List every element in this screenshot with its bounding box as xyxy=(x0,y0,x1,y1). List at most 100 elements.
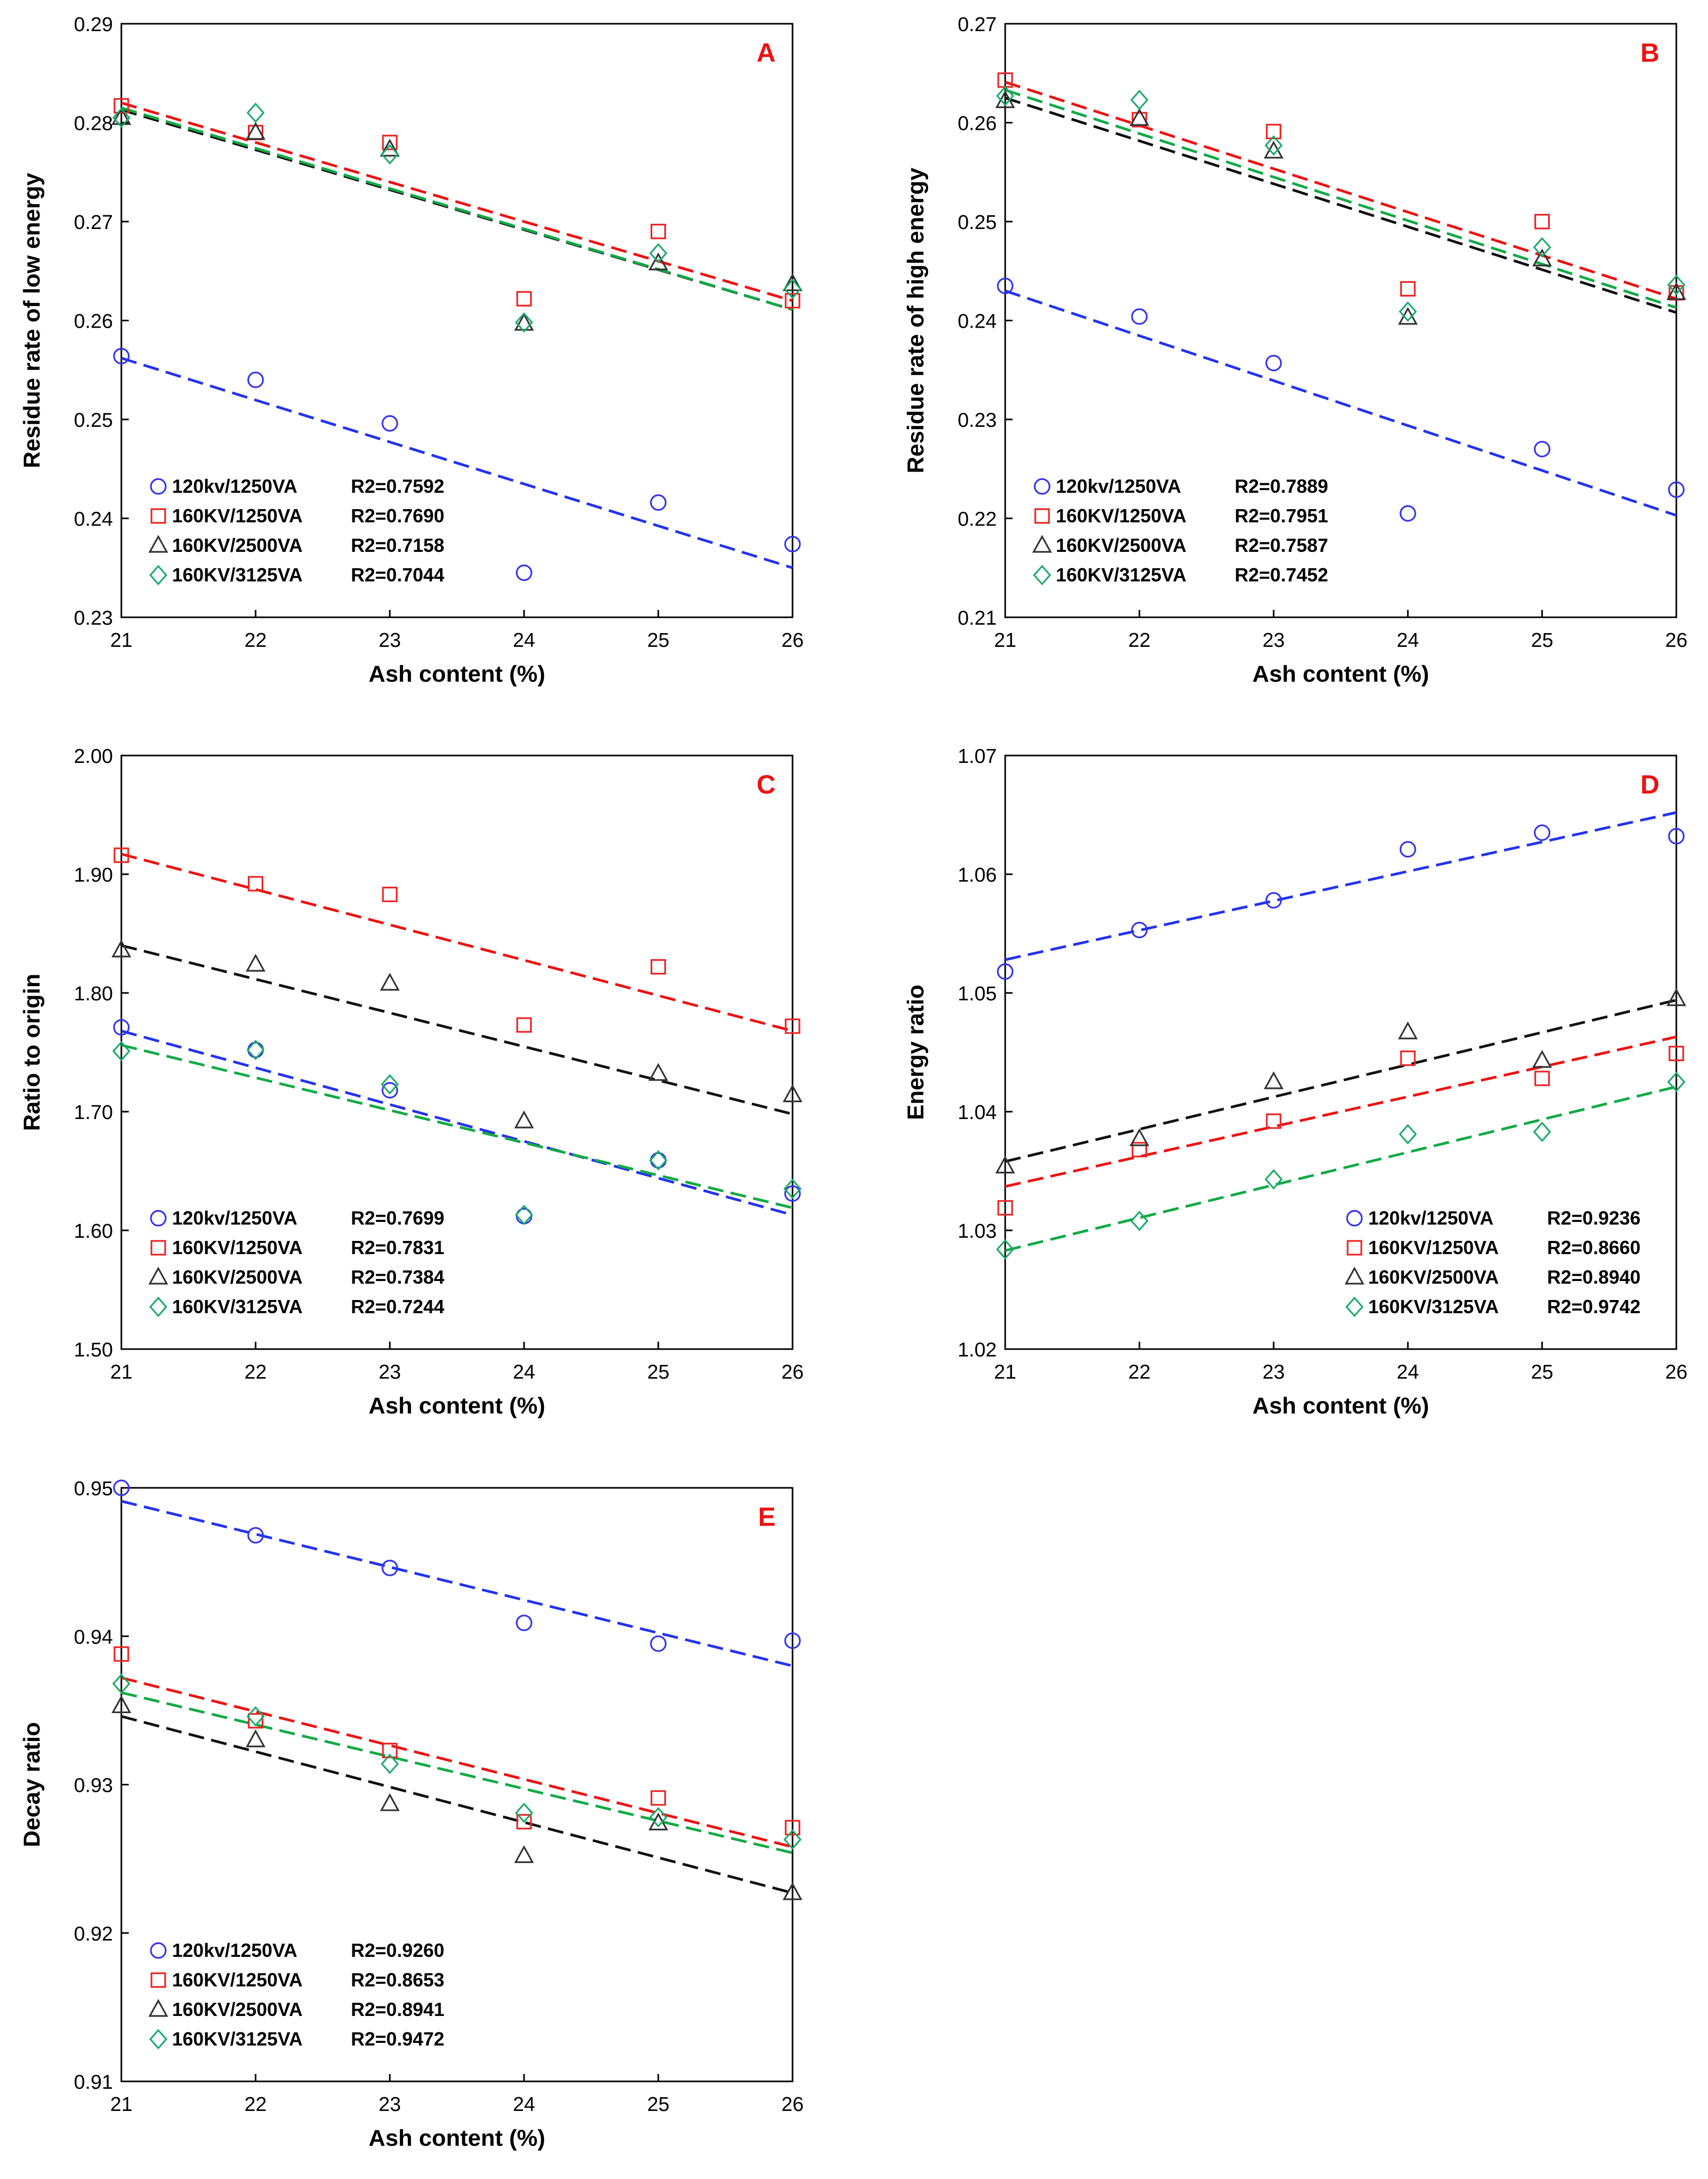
data-point-diamond xyxy=(649,1150,667,1171)
plot-frame xyxy=(120,754,794,1350)
legend-label: 160KV/2500VA xyxy=(172,1999,303,2020)
x-axis-label: Ash content (%) xyxy=(369,2125,546,2151)
x-tick-label: 22 xyxy=(1128,629,1150,652)
data-point-triangle xyxy=(783,1084,803,1103)
legend-marker xyxy=(148,1266,168,1285)
legend-marker xyxy=(148,1999,168,2017)
fit-line-3 xyxy=(1005,97,1677,314)
fit-line-2 xyxy=(121,853,793,1033)
x-tick-label: 22 xyxy=(244,2094,266,2116)
x-tick-label: 25 xyxy=(647,2094,669,2116)
legend-r2-value: R2=0.7831 xyxy=(351,1237,444,1258)
data-point-circle xyxy=(1534,824,1551,841)
x-tick-label: 24 xyxy=(513,629,535,652)
y-tick-label: 1.90 xyxy=(74,864,113,886)
x-tick-label: 25 xyxy=(1531,1361,1553,1383)
data-point-square xyxy=(785,1820,800,1836)
legend-label: 160KV/3125VA xyxy=(1056,564,1187,586)
legend-r2-value: R2=0.7384 xyxy=(351,1266,444,1288)
data-point-triangle xyxy=(111,939,131,958)
legend-marker xyxy=(150,508,166,524)
x-tick-label: 21 xyxy=(110,2094,132,2116)
data-point-circle xyxy=(247,1527,264,1544)
data-point-circle xyxy=(1399,841,1416,858)
chart-panel-d: 1.02 1.03 1.04 1.05 1.06 1.07 21 22 23 24 25 26 Ash … xyxy=(903,746,1687,1419)
data-point-diamond xyxy=(1264,1169,1283,1190)
legend-marker xyxy=(1032,534,1052,553)
legend-r2-value: R2=0.7592 xyxy=(351,475,444,497)
legend-marker xyxy=(1034,478,1051,495)
data-point-diamond xyxy=(783,1829,802,1850)
legend-r2-value: R2=0.9236 xyxy=(1547,1207,1640,1229)
y-tick-label: 0.21 xyxy=(958,607,997,629)
y-tick-label: 0.93 xyxy=(74,1775,113,1797)
data-point-triangle xyxy=(648,1063,669,1081)
legend-label: 120kv/1250VA xyxy=(172,475,298,497)
data-point-diamond xyxy=(783,1178,802,1199)
data-point-square xyxy=(247,876,263,892)
y-tick-label: 1.03 xyxy=(958,1220,997,1243)
legend-marker xyxy=(150,1240,166,1256)
data-point-circle xyxy=(113,1479,130,1496)
x-tick-label: 26 xyxy=(1665,1361,1687,1383)
x-axis-label: Ash content (%) xyxy=(369,1393,546,1419)
data-point-triangle xyxy=(111,1695,131,1714)
legend-r2-value: R2=0.7244 xyxy=(351,1296,444,1317)
data-point-square xyxy=(516,291,532,307)
data-point-triangle xyxy=(245,953,266,972)
data-point-circle xyxy=(1265,355,1282,371)
data-point-diamond xyxy=(246,1706,265,1727)
legend-r2-value: R2=0.7889 xyxy=(1235,475,1328,497)
data-point-circle xyxy=(1668,828,1685,845)
y-tick-label: 0.26 xyxy=(958,113,997,135)
legend-label: 160KV/2500VA xyxy=(172,534,303,556)
data-point-square xyxy=(1131,1142,1147,1158)
legend-label: 160KV/1250VA xyxy=(172,1969,303,1991)
data-point-square xyxy=(650,224,666,240)
y-tick-label: 1.70 xyxy=(74,1102,113,1124)
data-point-diamond xyxy=(515,1802,533,1823)
data-point-triangle xyxy=(1666,282,1686,300)
panel-letter: A xyxy=(757,38,776,68)
legend-label: 160KV/3125VA xyxy=(1368,1296,1499,1317)
y-tick-label: 0.91 xyxy=(74,2071,113,2094)
data-point-square xyxy=(113,847,129,863)
y-tick-label: 1.06 xyxy=(958,864,997,886)
data-point-square xyxy=(785,1018,800,1034)
data-point-triangle xyxy=(783,1882,803,1900)
data-point-circle xyxy=(516,565,532,581)
y-axis-label: Residue rate of high energy xyxy=(903,167,929,473)
x-tick-label: 26 xyxy=(781,1361,804,1383)
x-tick-label: 23 xyxy=(379,2094,401,2116)
data-point-circle xyxy=(1265,892,1282,909)
plot-frame xyxy=(120,23,794,618)
x-tick-label: 24 xyxy=(1397,629,1419,652)
legend-label: 160KV/1250VA xyxy=(1368,1237,1499,1258)
data-point-circle xyxy=(997,278,1014,294)
data-point-square xyxy=(1400,1050,1416,1066)
legend-label: 160KV/3125VA xyxy=(172,2028,303,2050)
data-point-circle xyxy=(1131,922,1148,939)
x-tick-label: 22 xyxy=(244,629,266,652)
data-point-diamond xyxy=(1399,1124,1417,1145)
data-point-triangle xyxy=(1532,248,1552,266)
legend-marker xyxy=(149,565,168,586)
data-point-square xyxy=(1400,281,1416,297)
fit-line-4 xyxy=(121,1691,793,1855)
x-tick-label: 24 xyxy=(513,1361,535,1383)
x-tick-label: 23 xyxy=(1263,629,1285,652)
data-point-circle xyxy=(381,415,398,432)
y-tick-label: 0.29 xyxy=(74,14,113,36)
y-tick-label: 0.27 xyxy=(74,212,113,234)
data-point-diamond xyxy=(380,144,399,165)
x-tick-label: 21 xyxy=(110,1361,132,1383)
data-point-square xyxy=(516,1814,532,1830)
data-point-diamond xyxy=(1130,89,1149,110)
legend-marker xyxy=(1033,565,1052,586)
x-tick-label: 25 xyxy=(647,629,669,652)
legend-marker xyxy=(149,1296,168,1317)
data-point-triangle xyxy=(111,107,131,125)
data-point-diamond xyxy=(1533,1121,1551,1142)
data-point-diamond xyxy=(246,1039,265,1060)
